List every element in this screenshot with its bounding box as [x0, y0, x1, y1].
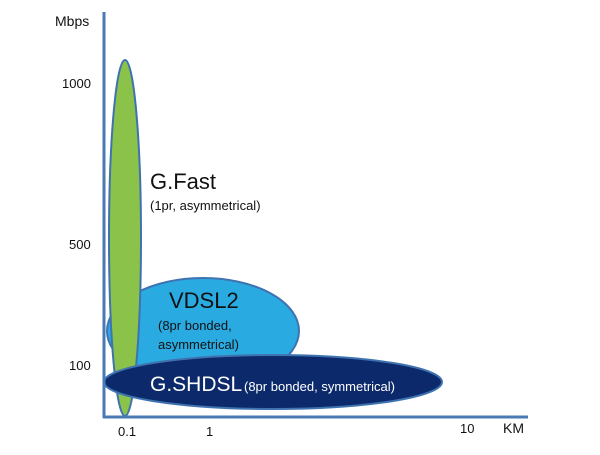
- vdsl2-desc-line1: (8pr bonded,: [158, 318, 232, 333]
- gshdsl-name: G.SHDSL: [150, 373, 242, 396]
- gfast-name: G.Fast: [150, 169, 216, 194]
- x-axis-label: KM: [503, 420, 524, 436]
- gfast-desc: (1pr, asymmetrical): [150, 198, 261, 213]
- y-tick-1000: 1000: [62, 76, 91, 91]
- gfast-ellipse: [108, 59, 142, 417]
- y-tick-100: 100: [69, 358, 91, 373]
- gshdsl-desc: (8pr bonded, symmetrical): [244, 379, 395, 394]
- x-tick-1: 1: [206, 424, 213, 439]
- x-tick-10: 10: [460, 421, 474, 436]
- vdsl2-name: VDSL2: [169, 288, 239, 313]
- y-axis-label: Mbps: [55, 13, 89, 29]
- y-tick-500: 500: [69, 237, 91, 252]
- vdsl2-desc-line2: asymmetrical): [158, 337, 239, 352]
- x-tick-0-1: 0.1: [118, 424, 136, 439]
